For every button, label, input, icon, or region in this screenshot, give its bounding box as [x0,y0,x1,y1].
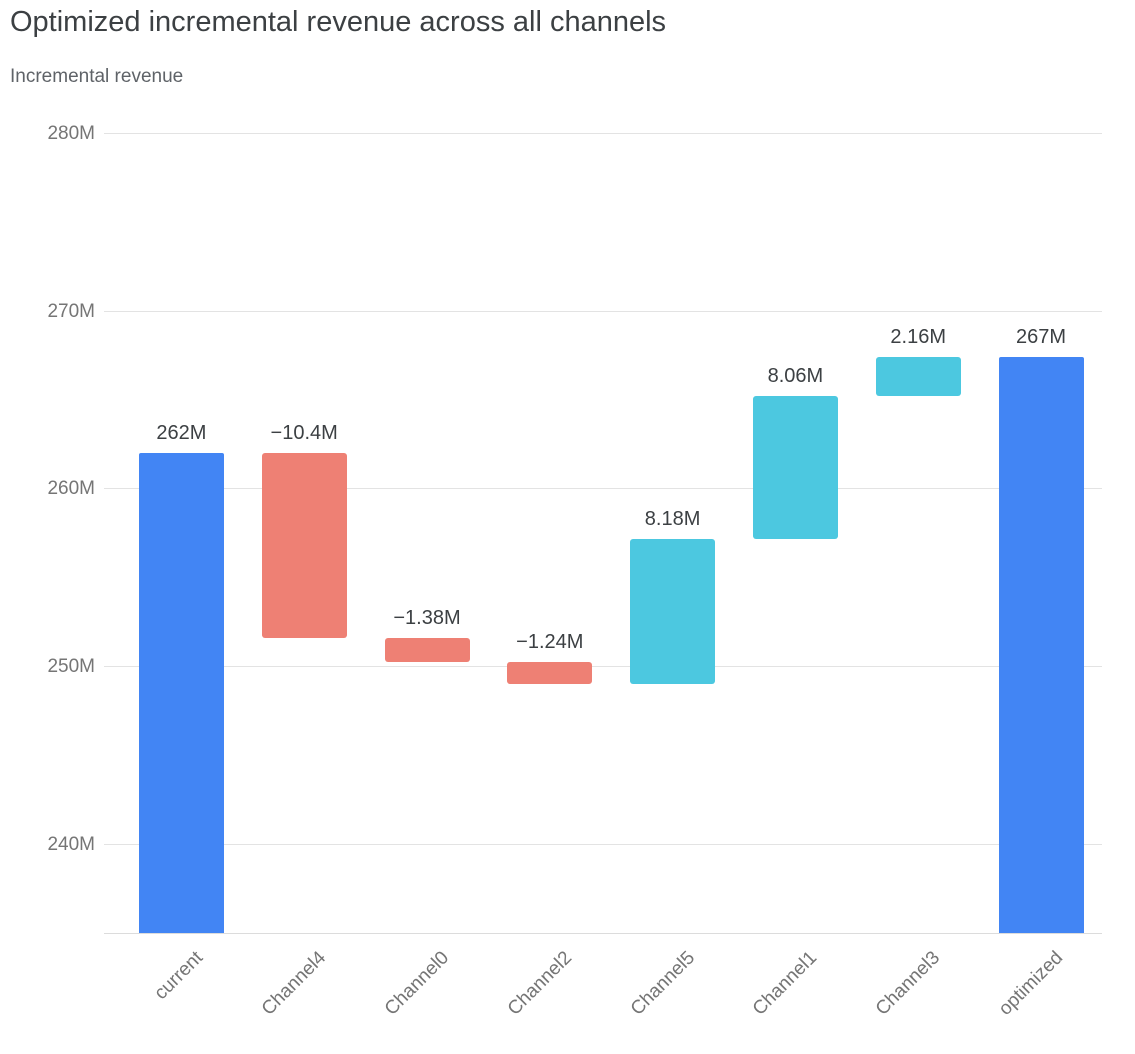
chart-subtitle: Incremental revenue [10,66,184,87]
x-tick-label: Channel4 [257,947,331,1020]
waterfall-bar-optimized [998,357,1084,933]
gridline [104,488,1102,490]
bar-value-label: 8.06M [767,364,824,387]
waterfall-bar-Channel3 [875,357,961,396]
y-tick-label: 250M [47,656,95,678]
y-tick-label: 240M [47,834,95,856]
x-tick-label: optimized [994,947,1068,1020]
bar-value-label: 267M [1015,326,1067,349]
gridline [104,844,1102,846]
y-tick-label: 270M [47,300,95,322]
bar-value-label: 2.16M [890,326,946,349]
waterfall-bar-Channel2 [507,662,593,685]
gridline [104,310,1102,312]
bar-value-label: 8.18M [644,507,701,530]
x-tick-label: Channel1 [749,947,822,1020]
bar-value-label: 262M [156,421,207,444]
waterfall-bar-Channel5 [630,538,716,685]
x-tick-label: Channel3 [871,947,945,1020]
waterfall-bar-Channel4 [261,452,347,638]
x-axis-baseline [104,933,1102,934]
bar-value-label: −1.24M [516,631,584,654]
chart-title: Optimized incremental revenue across all… [10,6,667,38]
x-tick-label: current [150,947,208,1004]
x-tick-label: Channel2 [503,947,576,1020]
gridline [104,666,1102,668]
waterfall-bar-current [138,452,224,933]
y-tick-label: 260M [47,478,95,500]
x-tick-label: Channel0 [380,947,454,1020]
gridline [104,132,1102,134]
bar-value-label: −1.38M [393,606,461,629]
x-tick-label: Channel5 [626,947,699,1020]
waterfall-bar-Channel1 [752,395,838,539]
waterfall-bar-Channel0 [384,637,470,663]
bar-value-label: −10.4M [270,421,338,444]
y-tick-label: 280M [47,122,95,144]
